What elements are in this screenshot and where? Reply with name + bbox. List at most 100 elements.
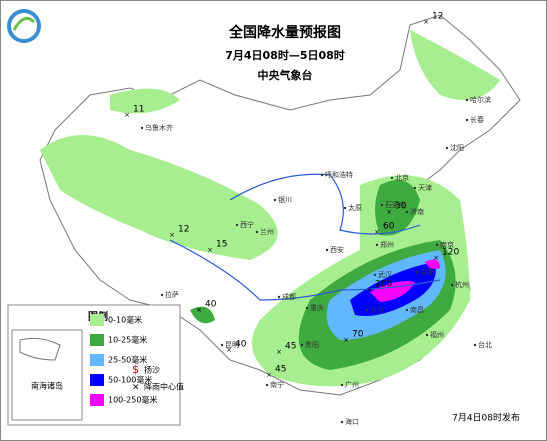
city-dot xyxy=(160,293,164,297)
legend-swatch xyxy=(90,314,104,326)
city-label: 重庆 xyxy=(310,303,324,312)
center-mark: × xyxy=(366,286,372,294)
city-dot xyxy=(305,306,309,310)
city-dot xyxy=(365,308,369,312)
legend-swatch xyxy=(90,394,104,406)
center-value: 70 xyxy=(352,330,364,340)
center-mark: × xyxy=(374,228,380,236)
center-mark: × xyxy=(423,18,429,26)
city-label: 成都 xyxy=(282,292,296,301)
city-dot xyxy=(273,198,277,202)
city-dot xyxy=(340,420,344,424)
city-label: 西宁 xyxy=(240,220,254,229)
city-label: 呼和浩特 xyxy=(325,170,353,179)
center-mark: × xyxy=(196,306,202,314)
city-label: 福州 xyxy=(430,330,444,339)
center-mark: × xyxy=(433,254,439,262)
center-mark: × xyxy=(343,336,349,344)
rivers xyxy=(169,173,441,301)
inset-coast xyxy=(19,337,61,361)
legend-label: 25-50毫米 xyxy=(108,355,147,365)
city-label: 济南 xyxy=(410,207,424,216)
city-dot xyxy=(265,383,269,387)
city-dot xyxy=(413,186,417,190)
inset-label: 南海诸岛 xyxy=(31,381,63,391)
center-mark: × xyxy=(169,231,175,239)
city-dot xyxy=(380,203,384,207)
center-mark: × xyxy=(276,348,282,356)
legend-swatch xyxy=(90,354,104,366)
city-dot xyxy=(415,270,419,274)
city-label: 太原 xyxy=(348,203,362,212)
city-dot xyxy=(220,343,224,347)
center-symbol: × xyxy=(132,383,140,393)
city-dot xyxy=(405,210,409,214)
center-mark: × xyxy=(124,111,130,119)
city-label: 昆明 xyxy=(225,341,239,349)
city-dot xyxy=(343,206,347,210)
center-mark: × xyxy=(386,208,392,216)
title: 全国降水量预报图 xyxy=(228,24,341,41)
city-dot xyxy=(340,383,344,387)
city-label: 长沙 xyxy=(370,305,384,314)
legend-label: 100-250毫米 xyxy=(108,395,157,405)
city-label: 广州 xyxy=(345,380,359,389)
city-label: 武汉 xyxy=(378,270,392,279)
center-value: 15 xyxy=(216,240,227,250)
city-dot xyxy=(405,308,409,312)
legend-swatch xyxy=(90,334,104,346)
city-label: 海口 xyxy=(345,417,359,426)
city-label: 长春 xyxy=(470,115,484,124)
city-label: 石家庄 xyxy=(385,200,406,209)
city-dot xyxy=(425,333,429,337)
legend-symbol-label: 扬沙 xyxy=(144,365,160,375)
city-label: 南宁 xyxy=(270,380,284,389)
city-dot xyxy=(373,273,377,277)
city-label: 兰州 xyxy=(260,227,274,236)
legend-swatch xyxy=(90,374,104,386)
center-value: 40 xyxy=(235,340,247,350)
city-dot xyxy=(465,98,469,102)
center-mark: × xyxy=(207,246,213,254)
city-label: 南昌 xyxy=(410,305,424,314)
city-label: 银川 xyxy=(278,195,292,204)
city-dot xyxy=(325,248,329,252)
center-value: 45 xyxy=(275,365,286,375)
city-dot xyxy=(375,243,379,247)
center-value: 30 xyxy=(395,202,407,212)
city-dot xyxy=(277,295,281,299)
logo xyxy=(7,9,41,43)
city-label: 拉萨 xyxy=(165,290,179,299)
city-dot xyxy=(255,230,259,234)
city-label: 郑州 xyxy=(380,241,394,249)
rain-areas xyxy=(40,30,500,387)
legend-label: 10-25毫米 xyxy=(108,335,147,345)
city-label: 西安 xyxy=(330,245,344,254)
city-dot xyxy=(140,126,144,130)
sand-symbol: $ xyxy=(132,363,139,376)
city-label: 南京 xyxy=(440,240,454,249)
city-label: 沈阳 xyxy=(450,143,464,152)
center-value: 60 xyxy=(383,222,395,232)
city-dot xyxy=(445,146,449,150)
city-label: 杭州 xyxy=(455,280,469,289)
center-value: 120 xyxy=(442,248,459,258)
city-label: 哈尔滨 xyxy=(470,95,491,104)
city-dot xyxy=(473,343,477,347)
center-value: 45 xyxy=(285,342,296,352)
city-label: 天津 xyxy=(418,184,432,192)
legend-symbol-label: 降雨中心值 xyxy=(144,382,184,392)
city-dot xyxy=(320,173,324,177)
city-dot xyxy=(450,283,454,287)
center-mark: × xyxy=(226,346,232,354)
center-value: 11 xyxy=(133,105,144,115)
city-label: 合肥 xyxy=(420,267,434,276)
city-dot xyxy=(235,223,239,227)
period: 7月4日08时—5日08时 xyxy=(225,48,345,62)
agency: 中央气象台 xyxy=(258,68,313,82)
city-label: 北京 xyxy=(395,173,409,182)
legend-label: 50-100毫米 xyxy=(108,375,152,385)
center-value: 200 xyxy=(375,280,392,290)
city-dot xyxy=(390,176,394,180)
